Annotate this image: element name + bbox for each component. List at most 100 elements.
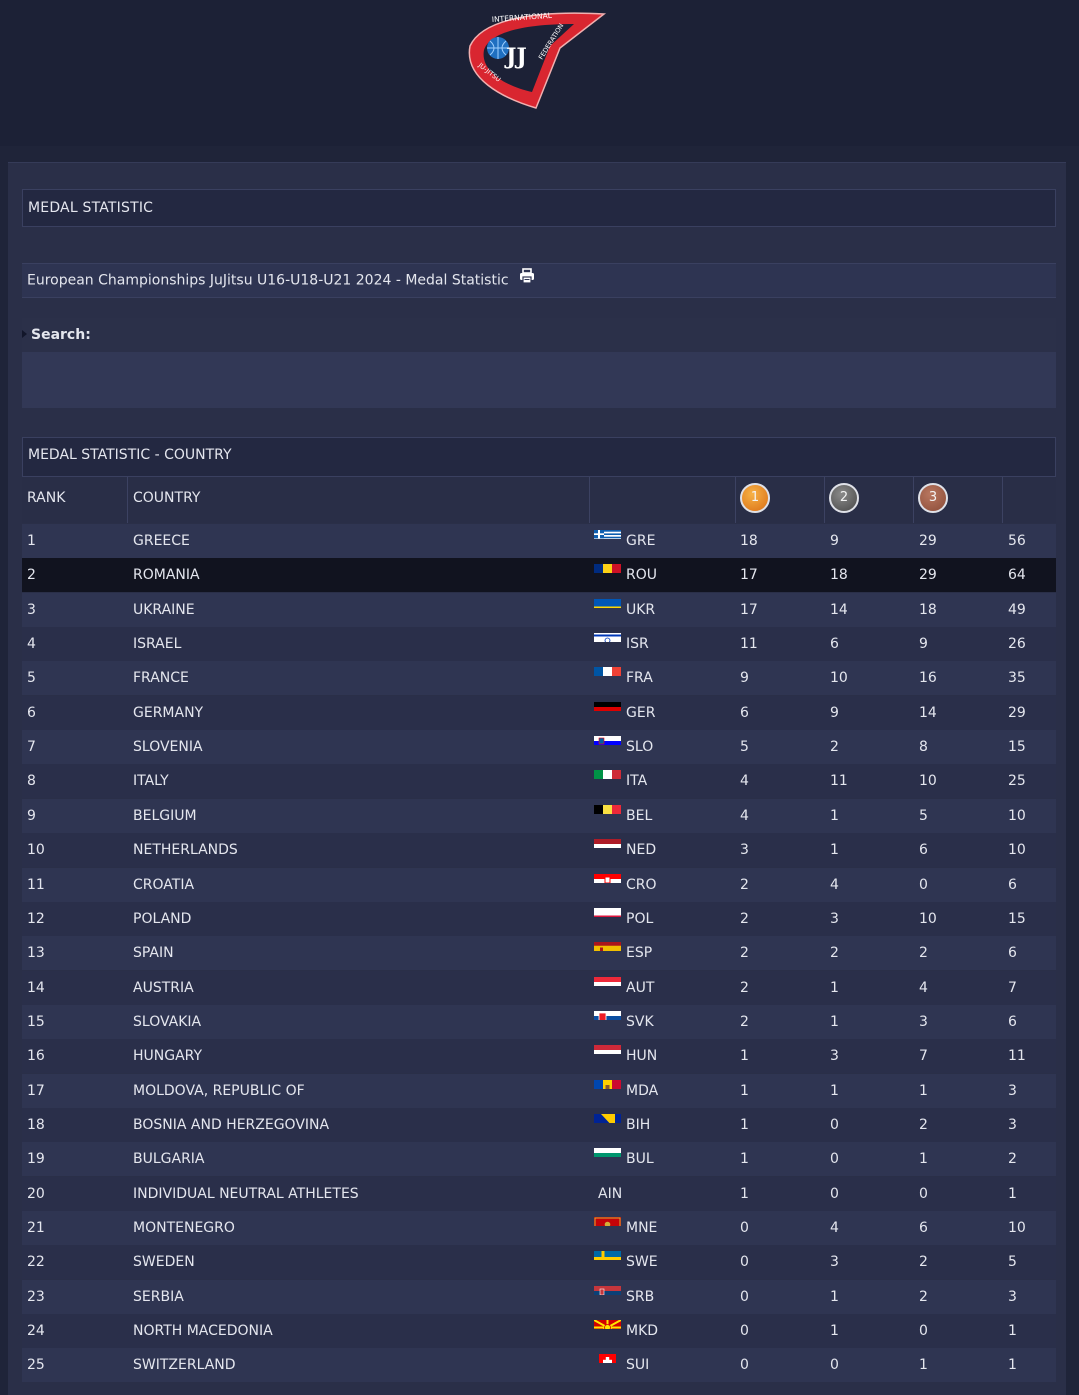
table-row[interactable]: 17 MOLDOVA, REPUBLIC OF MDA 1 1 1 3	[22, 1073, 1056, 1108]
total-count-cell: 49	[1008, 601, 1026, 618]
gold-count-cell: 1	[740, 1185, 749, 1202]
bronze-count-cell: 8	[919, 739, 928, 756]
table-row[interactable]: 14 AUSTRIA AUT 2 1 4 7	[22, 970, 1056, 1005]
table-row[interactable]: 25 SWITZERLAND SUI 0 0 1 1	[22, 1348, 1056, 1383]
table-row[interactable]: 22 SWEDEN SWE 0 3 2 5	[22, 1245, 1056, 1280]
total-count-cell: 15	[1008, 739, 1026, 756]
gold-count-cell: 0	[740, 1220, 749, 1236]
table-row[interactable]: 16 HUNGARY HUN 1 3 7 11	[22, 1039, 1056, 1074]
bronze-count-cell: 16	[919, 670, 937, 687]
table-row[interactable]: 24 NORTH MACEDONIA MKD 0 1 0 1	[22, 1314, 1056, 1349]
rou-flag-icon	[594, 558, 621, 574]
rank-cell: 14	[27, 979, 45, 996]
rank-cell: 2	[27, 567, 36, 584]
rank-cell: 15	[27, 1013, 45, 1030]
gold-count-cell: 1	[740, 1151, 749, 1168]
column-header-country[interactable]: COUNTRY	[128, 477, 590, 523]
jju-federation-logo[interactable]: JJ INTERNATIONAL FEDERATION JU-JITSU	[462, 8, 608, 112]
table-row[interactable]: 15 SLOVAKIA SVK 2 1 3 6	[22, 1004, 1056, 1039]
column-header-total[interactable]	[1003, 477, 1056, 523]
search-toggle[interactable]: Search:	[22, 318, 1056, 352]
table-row[interactable]: 9 BELGIUM BEL 4 1 5 10	[22, 798, 1056, 833]
table-row[interactable]: 11 CROATIA CRO 2 4 0 6	[22, 867, 1056, 902]
country-cell: SLOVAKIA	[133, 1013, 202, 1030]
bronze-count-cell: 10	[919, 910, 937, 927]
table-row[interactable]: 7 SLOVENIA SLO 5 2 8 15	[22, 730, 1056, 765]
column-header-gold[interactable]: 1	[736, 477, 825, 523]
ned-flag-icon	[594, 833, 621, 849]
country-cell: SLOVENIA	[133, 739, 203, 756]
table-row[interactable]: 4 ISRAEL ISR 11 6 9 26	[22, 627, 1056, 662]
silver-count-cell: 3	[830, 910, 839, 927]
table-row[interactable]: 13 SPAIN ESP 2 2 2 6	[22, 936, 1056, 971]
country-cell: FRANCE	[133, 670, 189, 687]
column-header-bronze[interactable]: 3	[914, 477, 1003, 523]
country-code-cell: BEL	[626, 807, 653, 824]
country-code-cell: GRE	[626, 533, 656, 549]
silver-medal-icon: 2	[829, 483, 859, 513]
rank-cell: 6	[27, 704, 36, 721]
silver-count-cell: 14	[830, 601, 848, 618]
rank-cell: 7	[27, 739, 36, 756]
gold-medal-icon: 1	[740, 483, 770, 513]
country-cell: SWITZERLAND	[133, 1357, 236, 1374]
silver-count-cell: 1	[830, 1288, 839, 1305]
gold-count-cell: 17	[740, 567, 758, 584]
total-count-cell: 25	[1008, 773, 1026, 790]
rank-cell: 23	[27, 1288, 45, 1305]
column-header-silver[interactable]: 2	[825, 477, 914, 523]
country-code-cell: AIN	[598, 1185, 623, 1202]
table-row[interactable]: 3 UKRAINE UKR 17 14 18 49	[22, 592, 1056, 627]
table-row[interactable]: 19 BULGARIA BUL 1 0 1 2	[22, 1142, 1056, 1177]
total-count-cell: 1	[1008, 1323, 1017, 1340]
gold-count-cell: 1	[740, 1048, 749, 1065]
country-code-cell: SUI	[626, 1357, 650, 1374]
bronze-count-cell: 0	[919, 1323, 928, 1340]
gold-count-cell: 17	[740, 601, 758, 618]
table-row[interactable]: 2 ROMANIA ROU 17 18 29 64	[22, 558, 1056, 593]
table-row[interactable]: 5 FRANCE FRA 9 10 16 35	[22, 661, 1056, 696]
table-row[interactable]: 20 INDIVIDUAL NEUTRAL ATHLETES AIN 1 0 0 1	[22, 1176, 1056, 1211]
country-code-cell: CRO	[626, 876, 657, 893]
rank-cell: 8	[27, 773, 36, 790]
rank-cell: 10	[27, 842, 45, 859]
bel-flag-icon	[594, 799, 621, 814]
rank-cell: 11	[27, 876, 45, 893]
table-row[interactable]: 12 POLAND POL 2 3 10 15	[22, 901, 1056, 936]
table-row[interactable]: 6 GERMANY GER 6 9 14 29	[22, 695, 1056, 730]
country-cell: BOSNIA AND HERZEGOVINA	[133, 1116, 330, 1133]
table-row[interactable]: 21 MONTENEGRO MNE 0 4 6 10	[22, 1211, 1056, 1245]
table-row[interactable]: 10 NETHERLANDS NED 3 1 6 10	[22, 833, 1056, 868]
printer-icon[interactable]	[519, 264, 535, 297]
country-cell: BULGARIA	[133, 1151, 205, 1168]
total-count-cell: 5	[1008, 1254, 1017, 1271]
table-row[interactable]: 23 SERBIA SRB 0 1 2 3	[22, 1279, 1056, 1314]
silver-count-cell: 1	[830, 1082, 839, 1099]
gold-count-cell: 0	[740, 1288, 749, 1305]
gold-count-cell: 2	[740, 945, 749, 962]
total-count-cell: 56	[1008, 533, 1026, 549]
bronze-count-cell: 10	[919, 773, 937, 790]
country-code-cell: MNE	[626, 1220, 658, 1236]
bronze-count-cell: 5	[919, 807, 928, 824]
gold-count-cell: 11	[740, 636, 758, 653]
total-count-cell: 1	[1008, 1185, 1017, 1202]
silver-count-cell: 1	[830, 807, 839, 824]
event-title-row: European Championships JuJitsu U16-U18-U…	[22, 263, 1056, 298]
rank-cell: 20	[27, 1185, 45, 1202]
silver-count-cell: 11	[830, 773, 848, 790]
total-count-cell: 26	[1008, 636, 1026, 653]
gold-count-cell: 0	[740, 1323, 749, 1340]
total-count-cell: 35	[1008, 670, 1026, 687]
table-row[interactable]: 1 GREECE GRE 18 9 29 56	[22, 524, 1056, 558]
table-row[interactable]: 18 BOSNIA AND HERZEGOVINA BIH 1 0 2 3	[22, 1107, 1056, 1142]
gold-count-cell: 2	[740, 910, 749, 927]
country-code-cell: SVK	[626, 1013, 654, 1030]
rank-cell: 25	[27, 1357, 45, 1374]
column-header-code[interactable]	[590, 477, 736, 523]
rank-cell: 22	[27, 1254, 45, 1271]
table-row[interactable]: 8 ITALY ITA 4 11 10 25	[22, 764, 1056, 799]
country-code-cell: ROU	[626, 567, 657, 584]
country-code-cell: FRA	[626, 670, 653, 687]
column-header-rank[interactable]: RANK	[22, 477, 128, 523]
